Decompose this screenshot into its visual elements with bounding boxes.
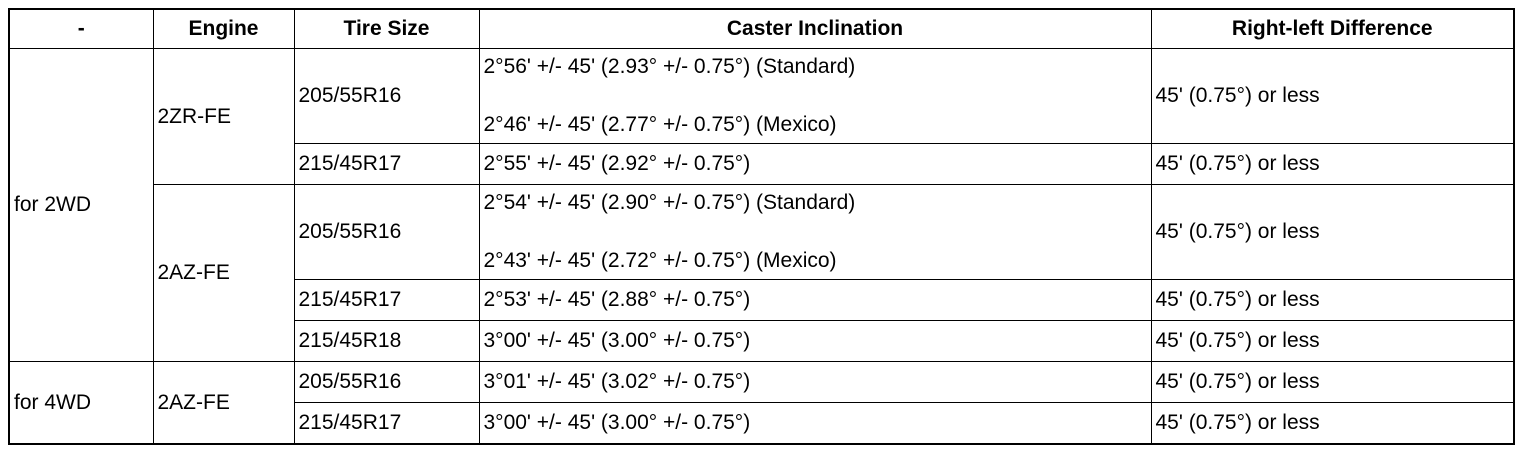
header-cell: Caster Inclination xyxy=(478,8,1152,49)
caster-line: 3°00' +/- 45' (3.00° +/- 0.75°) xyxy=(483,329,751,352)
difference-cell: 45' (0.75°) or less xyxy=(1150,402,1515,445)
caster-cell: 2°53' +/- 45' (2.88° +/- 0.75°) xyxy=(478,279,1152,321)
caster-line: 2°43' +/- 45' (2.72° +/- 0.75°) (Mexico) xyxy=(483,249,837,272)
table-row: for 2WD 2ZR-FE 205/55R16 2°56' +/- 45' (2.9… xyxy=(8,48,1515,362)
tire-cell: 205/55R16 xyxy=(293,361,480,403)
header-cell: - xyxy=(8,8,154,49)
caster-cell: 2°56' +/- 45' (2.93° +/- 0.75°) (Standar… xyxy=(478,48,1152,144)
caster-line: 2°55' +/- 45' (2.92° +/- 0.75°) xyxy=(483,152,751,175)
header-row: - Engine Tire Size Caster Inclination Ri… xyxy=(8,8,1515,49)
drive-cell: for 4WD xyxy=(8,361,154,445)
difference-cell: 45' (0.75°) or less xyxy=(1150,143,1515,185)
caster-cell: 3°00' +/- 45' (3.00° +/- 0.75°) xyxy=(478,402,1152,445)
engine-cell: 2ZR-FE xyxy=(152,48,295,185)
table-row: 215/45R17 2°55' +/- 45' (2.92° +/- 0.75°)… xyxy=(9,143,1515,185)
difference-cell: 45' (0.75°) or less xyxy=(1150,48,1515,144)
table-header: - Engine Tire Size Caster Inclination Ri… xyxy=(8,8,1515,49)
caster-line: 2°54' +/- 45' (2.90° +/- 0.75°) (Standar… xyxy=(483,191,856,214)
caster-lines: 2°54' +/- 45' (2.90° +/- 0.75°) (Standar… xyxy=(484,185,1147,279)
caster-line: 2°46' +/- 45' (2.77° +/- 0.75°) (Mexico) xyxy=(483,113,837,136)
table-row: 2AZ-FE 205/55R16 2°54' +/- 45' (2.90° +/- … xyxy=(9,184,1515,362)
engine-cell: 2AZ-FE xyxy=(152,361,295,445)
table-row: 215/45R17 3°00' +/- 45' (3.00° +/- 0.75°)… xyxy=(9,402,1515,445)
tire-cell: 215/45R17 xyxy=(293,143,480,185)
caster-table: - Engine Tire Size Caster Inclination Ri… xyxy=(8,8,1515,445)
caster-line: 2°56' +/- 45' (2.93° +/- 0.75°) (Standar… xyxy=(483,55,856,78)
difference-cell: 45' (0.75°) or less xyxy=(1150,279,1515,321)
caster-cell: 3°00' +/- 45' (3.00° +/- 0.75°) xyxy=(478,320,1152,362)
table-row: 215/45R17 2°53' +/- 45' (2.88° +/- 0.75°)… xyxy=(9,279,1515,321)
difference-cell: 45' (0.75°) or less xyxy=(1150,320,1515,362)
caster-cell: 3°01' +/- 45' (3.02° +/- 0.75°) xyxy=(478,361,1152,403)
tire-cell: 215/45R18 xyxy=(293,320,480,362)
caster-line: 2°53' +/- 45' (2.88° +/- 0.75°) xyxy=(483,288,751,311)
drive-cell: for 2WD xyxy=(8,48,154,362)
engine-cell: 2AZ-FE xyxy=(152,184,295,362)
caster-cell: 2°55' +/- 45' (2.92° +/- 0.75°) xyxy=(478,143,1152,185)
tire-cell: 215/45R17 xyxy=(293,402,480,445)
difference-cell: 45' (0.75°) or less xyxy=(1150,361,1515,403)
caster-line: 3°01' +/- 45' (3.02° +/- 0.75°) xyxy=(483,370,751,393)
header-cell: Engine xyxy=(152,8,295,49)
caster-line: 3°00' +/- 45' (3.00° +/- 0.75°) xyxy=(483,411,751,434)
tire-cell: 205/55R16 xyxy=(293,184,480,280)
header-cell: Right-left Difference xyxy=(1150,8,1515,49)
difference-cell: 45' (0.75°) or less xyxy=(1150,184,1515,280)
table-row: for 4WD 2AZ-FE 205/55R16 3°01' +/- 45' (3.0… xyxy=(8,361,1515,445)
tire-cell: 205/55R16 xyxy=(293,48,480,144)
header-cell: Tire Size xyxy=(293,8,480,49)
table-row: 215/45R18 3°00' +/- 45' (3.00° +/- 0.75°)… xyxy=(9,320,1515,362)
caster-lines: 2°56' +/- 45' (2.93° +/- 0.75°) (Standar… xyxy=(484,49,1147,143)
table-body: for 2WD 2ZR-FE 205/55R16 2°56' +/- 45' (2.9… xyxy=(8,48,1515,445)
caster-cell: 2°54' +/- 45' (2.90° +/- 0.75°) (Standar… xyxy=(478,184,1152,280)
tire-cell: 215/45R17 xyxy=(293,279,480,321)
